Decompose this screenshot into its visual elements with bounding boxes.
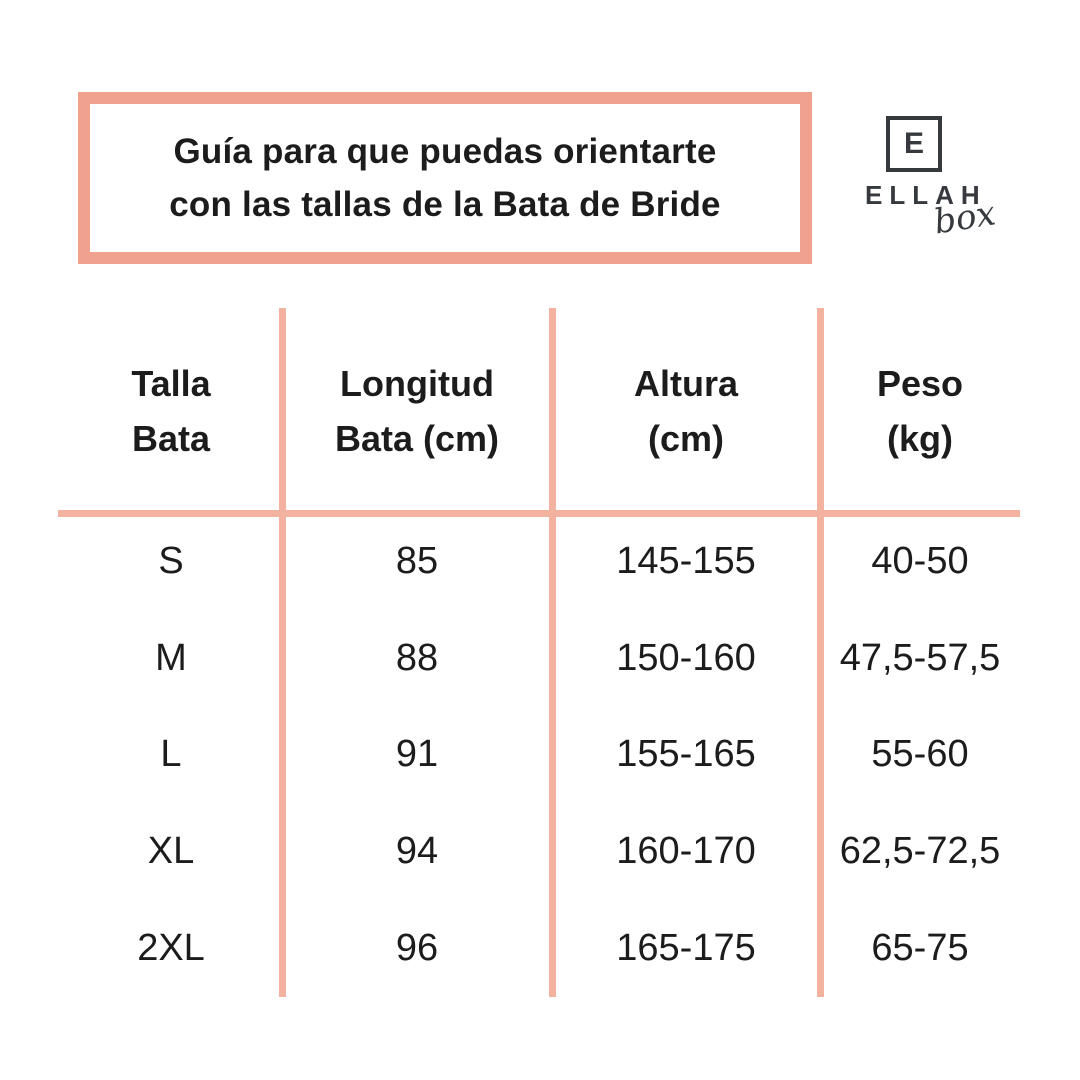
- header-peso-line1: Peso: [876, 362, 964, 404]
- title-line-2: con las tallas de la Bata de Bride: [169, 185, 721, 224]
- logo-script-word: box: [931, 193, 999, 243]
- header-longitud-line1: Longitud: [340, 362, 494, 404]
- header-talla-line1: Talla: [131, 362, 211, 404]
- title-box: Guía para que puedas orientarte con las …: [78, 92, 812, 264]
- weight-cell: 55-60: [871, 733, 969, 776]
- header-altura-line2: (cm): [647, 417, 724, 459]
- header-talla-line2: Bata: [131, 417, 211, 459]
- header-peso-line2: (kg): [887, 417, 953, 459]
- size-cell: S: [158, 539, 184, 582]
- column-header-longitud: Longitud Bata (cm): [282, 308, 552, 513]
- title-line-1: Guía para que puedas orientarte: [173, 132, 717, 171]
- length-cell: 94: [395, 830, 439, 873]
- weight-cell: 62,5-72,5: [839, 830, 1001, 873]
- column-header-talla: Talla Bata: [60, 308, 282, 513]
- table-vertical-divider-2: [549, 308, 556, 997]
- size-cell: 2XL: [137, 927, 205, 970]
- header-altura-line1: Altura: [633, 362, 738, 404]
- table-vertical-divider-3: [817, 308, 824, 997]
- weight-cell: 47,5-57,5: [839, 636, 1001, 679]
- logo-monogram-letter: E: [903, 127, 924, 160]
- header-longitud-line2: Bata (cm): [334, 417, 500, 459]
- logo-monogram-icon: E: [886, 116, 942, 172]
- brand-logo: E ELLAH box: [850, 110, 1050, 250]
- length-cell: 96: [395, 927, 439, 970]
- logo-brand-name: ELLAH: [865, 180, 987, 210]
- table-vertical-divider-1: [279, 308, 286, 997]
- size-cell: L: [160, 733, 182, 776]
- size-cell: M: [155, 636, 187, 679]
- height-cell: 145-155: [616, 539, 756, 582]
- height-cell: 150-160: [616, 636, 756, 679]
- height-cell: 160-170: [616, 830, 756, 873]
- length-cell: 85: [395, 539, 439, 582]
- column-header-peso: Peso (kg): [820, 308, 1020, 513]
- size-table: Talla Bata Longitud Bata (cm) Altura (cm…: [60, 308, 1020, 997]
- height-cell: 165-175: [616, 927, 756, 970]
- weight-cell: 65-75: [871, 927, 969, 970]
- length-cell: 91: [395, 733, 439, 776]
- size-cell: XL: [147, 830, 195, 873]
- table-header-divider: [58, 510, 1020, 517]
- column-header-altura: Altura (cm): [552, 308, 820, 513]
- height-cell: 155-165: [616, 733, 756, 776]
- length-cell: 88: [395, 636, 439, 679]
- weight-cell: 40-50: [871, 539, 969, 582]
